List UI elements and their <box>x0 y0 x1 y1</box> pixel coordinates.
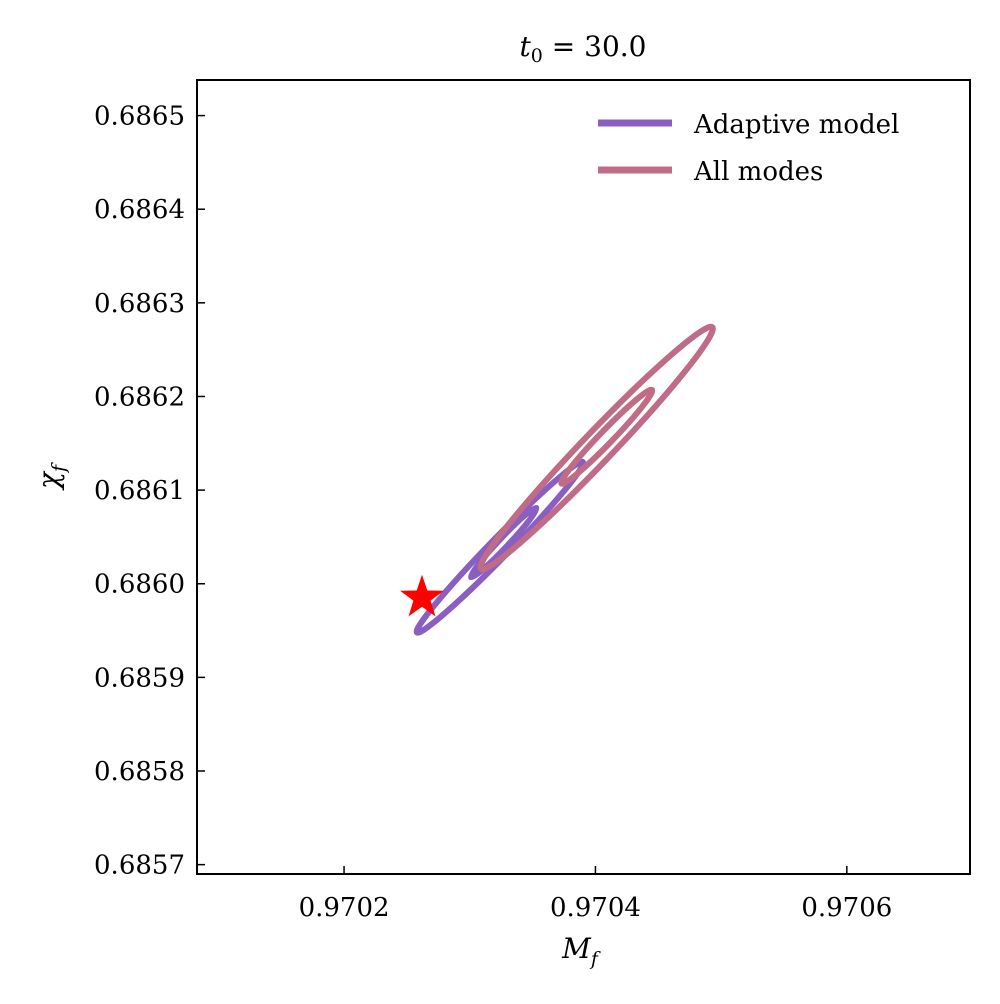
y-tick-label: 0.6864 <box>94 195 185 225</box>
all-modes-contour-2 <box>558 386 656 487</box>
x-tick-label: 0.9702 <box>299 893 390 923</box>
y-tick-label: 0.6861 <box>94 476 185 506</box>
y-tick-label: 0.6863 <box>94 289 185 319</box>
x-axis-label: Mf <box>561 932 601 970</box>
legend-label-adaptive-model: Adaptive model <box>693 110 899 140</box>
y-tick-label: 0.6860 <box>94 570 185 600</box>
x-tick-label: 0.9706 <box>801 893 892 923</box>
legend: Adaptive model All modes <box>598 110 899 187</box>
plot-frame <box>196 79 971 875</box>
y-tick-label: 0.6857 <box>94 851 185 881</box>
contours-layer <box>400 323 716 636</box>
chart-title: t0 = 30.0 <box>520 30 647 67</box>
legend-label-all-modes: All modes <box>693 157 823 187</box>
y-tick-label: 0.6865 <box>94 102 185 132</box>
ticks-layer: 0.9702 0.9704 0.9706 0.6857 0.6858 0.6859 0.68… <box>94 102 892 923</box>
y-tick-label: 0.6862 <box>94 382 185 412</box>
y-tick-label: 0.6858 <box>94 757 185 787</box>
y-tick-label: 0.6859 <box>94 663 185 693</box>
y-axis-label: χf <box>32 462 70 491</box>
true-value-star-marker <box>400 574 444 617</box>
x-tick-label: 0.9704 <box>550 893 641 923</box>
all-modes-contour-1 <box>477 323 716 573</box>
